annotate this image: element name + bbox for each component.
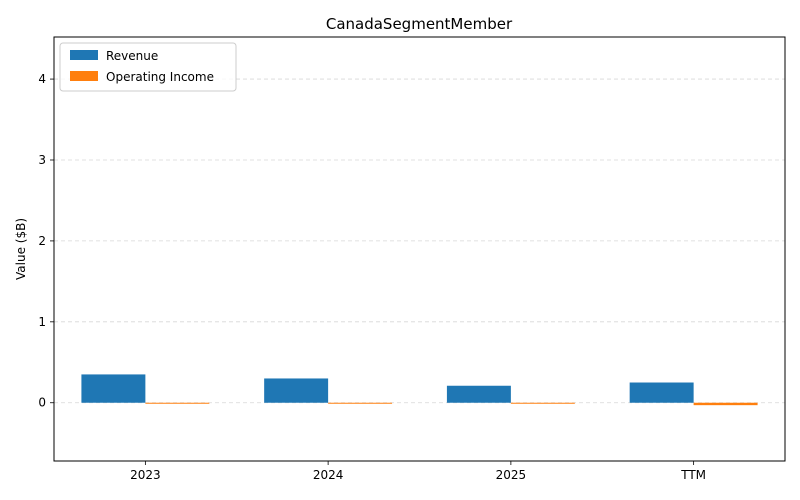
legend: Revenue Operating Income: [59, 42, 237, 92]
bars: [81, 374, 758, 406]
bar-operating-income-2025: [510, 402, 575, 404]
x-tick-label: TTM: [680, 468, 706, 482]
legend-swatch-operating-income: [70, 71, 98, 81]
y-tick-label: 0: [38, 396, 46, 410]
y-tick-label: 4: [38, 72, 46, 86]
legend-swatch-revenue: [70, 50, 98, 60]
bar-revenue-2025: [446, 385, 511, 403]
bar-operating-income-2023: [145, 402, 210, 404]
plot-frame: [53, 36, 786, 462]
bar-revenue-2024: [264, 378, 329, 403]
legend-label-revenue: Revenue: [106, 49, 158, 63]
bar-revenue-2023: [81, 374, 146, 403]
bar-operating-income-ttm: [693, 402, 758, 406]
legend-label-operating-income: Operating Income: [106, 70, 214, 84]
legend-box: [59, 42, 237, 92]
x-tick-label: 2024: [313, 468, 344, 482]
x-axis-ticks: 2023 2024 2025 TTM: [130, 461, 706, 482]
y-tick-label: 3: [38, 153, 46, 167]
bar-operating-income-2024: [328, 402, 393, 404]
y-tick-label: 1: [38, 315, 46, 329]
y-tick-label: 2: [38, 234, 46, 248]
y-axis-ticks: 0 1 2 3 4: [38, 72, 54, 410]
bar-revenue-ttm: [629, 382, 694, 403]
x-tick-label: 2023: [130, 468, 161, 482]
y-axis-label: Value ($B): [14, 218, 28, 280]
chart-title: CanadaSegmentMember: [326, 15, 513, 33]
x-tick-label: 2025: [496, 468, 527, 482]
